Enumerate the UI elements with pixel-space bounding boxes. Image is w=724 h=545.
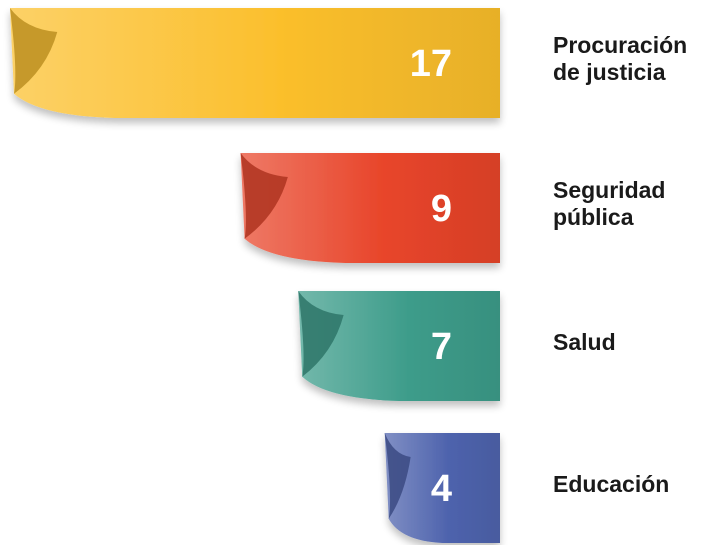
- bar-group: 7: [298, 291, 500, 401]
- category-label-line: Seguridad: [553, 177, 666, 203]
- value-label: 4: [431, 468, 452, 510]
- value-label: 17: [410, 43, 452, 85]
- bars-layer: 17 9 7 4: [10, 8, 500, 543]
- bar-curl: [298, 291, 344, 377]
- bar-group: 4: [384, 433, 500, 543]
- category-label-line: Procuración: [553, 32, 688, 58]
- category-label: Salud: [553, 329, 718, 356]
- bar-curl: [240, 153, 288, 239]
- category-label-line: Educación: [553, 470, 670, 497]
- category-label-line: Salud: [553, 328, 616, 355]
- bar-curl: [384, 433, 411, 519]
- category-label-line: de justicia: [553, 59, 666, 85]
- bar-curl: [10, 8, 58, 94]
- category-label: Seguridad pública: [553, 177, 718, 231]
- category-label: Procuración de justicia: [553, 32, 718, 86]
- category-label: Educación: [553, 471, 718, 498]
- bar: [298, 291, 500, 401]
- category-label-line: pública: [553, 204, 634, 230]
- bar: [384, 433, 500, 543]
- bar: [240, 153, 500, 263]
- bar-group: 9: [240, 153, 500, 263]
- value-label: 9: [431, 188, 452, 230]
- bar-group: 17: [10, 8, 500, 118]
- value-label: 7: [431, 326, 452, 368]
- bar: [10, 8, 500, 118]
